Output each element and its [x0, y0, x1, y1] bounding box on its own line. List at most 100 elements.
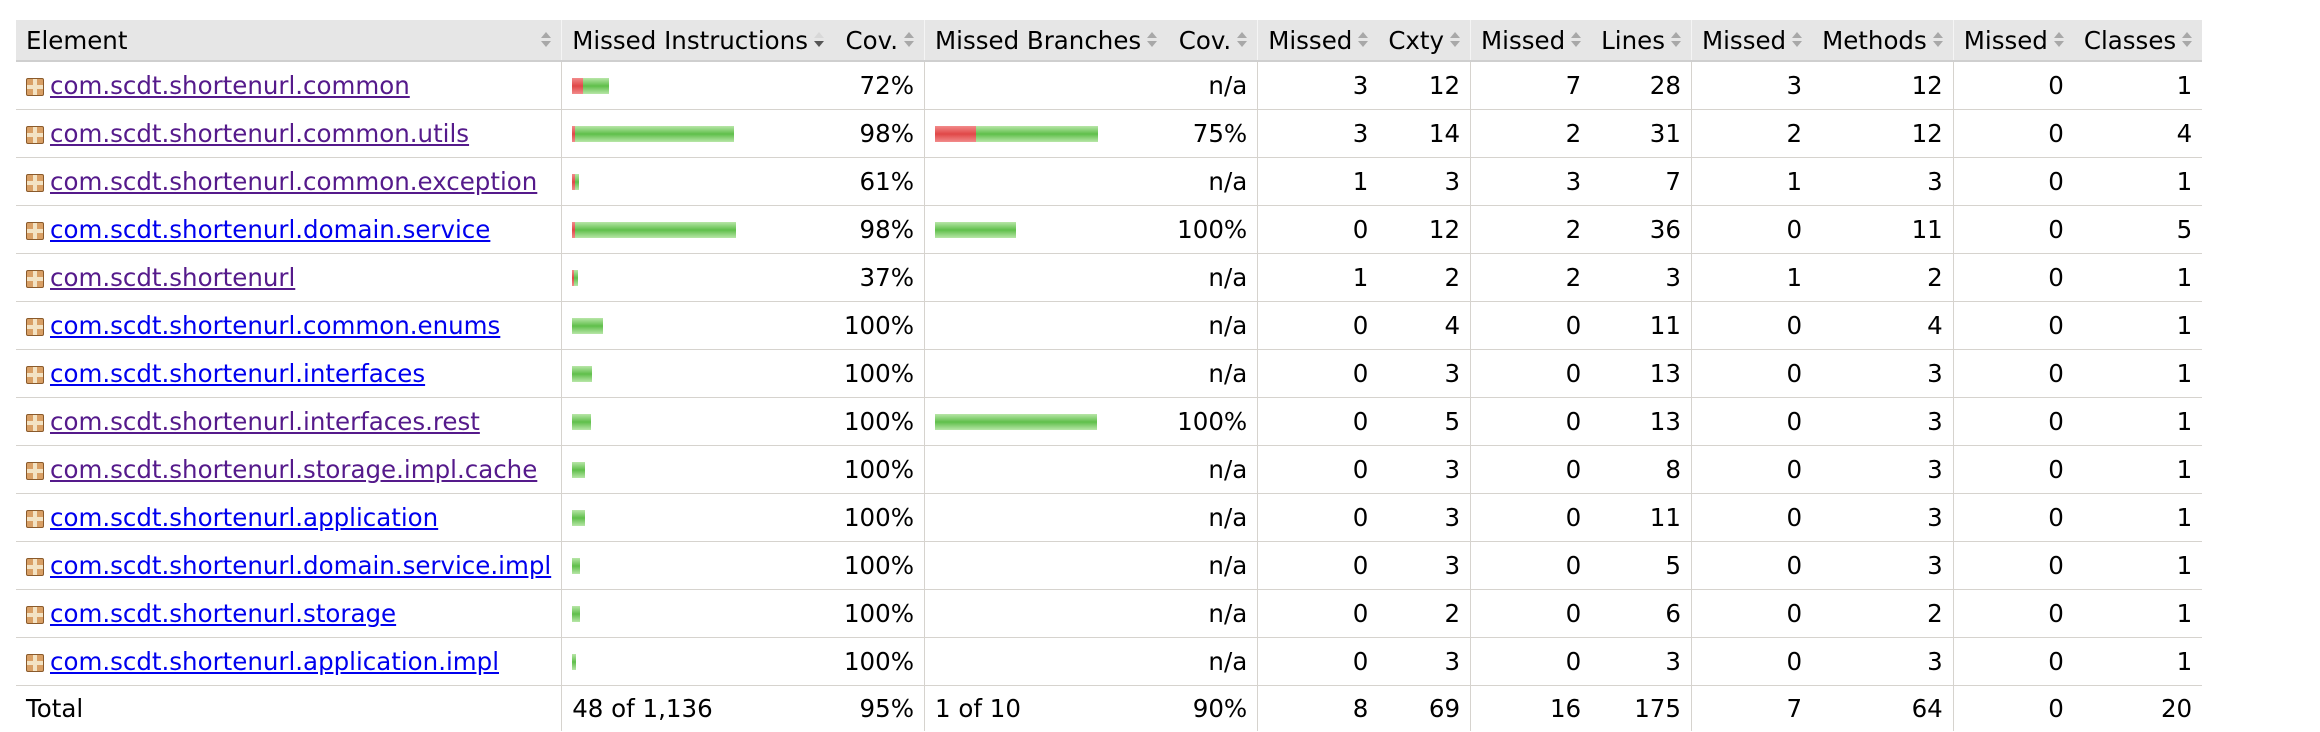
header-element[interactable]: Element — [16, 20, 562, 62]
complexity: 3 — [1378, 157, 1471, 206]
lines: 6 — [1591, 589, 1692, 638]
instructions-bar-cell — [561, 109, 834, 158]
header-missed-branches[interactable]: Missed Branches — [924, 20, 1168, 62]
classes: 1 — [2073, 301, 2203, 350]
package-link[interactable]: com.scdt.shortenurl.interfaces.rest — [50, 407, 480, 436]
header-branches-coverage[interactable]: Cov. — [1167, 20, 1258, 62]
table-row: com.scdt.shortenurl.application 100% n/a 0 3… — [16, 493, 2203, 542]
branches-coverage: 100% — [1167, 205, 1258, 254]
missed-methods: 0 — [1690, 349, 1813, 398]
header-classes[interactable]: Classes — [2073, 20, 2203, 62]
package-icon — [26, 414, 44, 432]
covered-bar-segment — [572, 509, 586, 526]
classes: 4 — [2073, 109, 2203, 158]
package-link[interactable]: com.scdt.shortenurl.common.utils — [50, 119, 470, 148]
header-instructions-coverage[interactable]: Cov. — [833, 20, 925, 62]
missed-complexity: 3 — [1257, 109, 1379, 158]
instructions-coverage: 72% — [833, 61, 925, 110]
missed-complexity: 0 — [1257, 637, 1379, 686]
covered-bar-segment — [935, 221, 1017, 238]
package-link[interactable]: com.scdt.shortenurl.storage.impl.cache — [50, 455, 538, 484]
covered-bar-segment — [572, 653, 577, 670]
missed-bar-segment — [572, 269, 575, 286]
table-footer: Total 48 of 1,136 95% 1 of 10 90% 8 69 1… — [16, 685, 2202, 731]
missed-bar-segment — [935, 125, 977, 142]
package-cell: com.scdt.shortenurl.storage — [16, 589, 562, 638]
lines: 11 — [1591, 301, 1692, 350]
instructions-bar-cell — [561, 301, 834, 350]
package-link[interactable]: com.scdt.shortenurl.application.impl — [50, 647, 500, 676]
table-row: com.scdt.shortenurl.common 72% n/a 3 12 7 28 3 1… — [16, 61, 2203, 110]
table-row: com.scdt.shortenurl.domain.service.impl 1… — [16, 541, 2203, 590]
package-link[interactable]: com.scdt.shortenurl — [50, 263, 296, 292]
sort-icon — [541, 32, 552, 48]
sort-icon — [1358, 32, 1369, 48]
package-link[interactable]: com.scdt.shortenurl.common — [50, 71, 410, 100]
classes: 1 — [2073, 397, 2203, 446]
missed-complexity: 0 — [1257, 349, 1379, 398]
table-row: com.scdt.shortenurl.domain.service 98% 100… — [16, 205, 2203, 254]
covered-bar-segment — [572, 557, 581, 574]
methods: 2 — [1812, 589, 1954, 638]
total-label: Total — [26, 694, 84, 723]
header-missed-methods[interactable]: Missed — [1690, 20, 1813, 62]
instructions-bar-cell — [561, 445, 834, 494]
classes: 1 — [2073, 349, 2203, 398]
missed-complexity: 0 — [1257, 541, 1379, 590]
missed-complexity: 0 — [1257, 445, 1379, 494]
header-missed-lines[interactable]: Missed — [1470, 20, 1592, 62]
instructions-coverage: 98% — [833, 109, 925, 158]
branches-coverage: n/a — [1167, 541, 1258, 590]
package-link[interactable]: com.scdt.shortenurl.application — [50, 503, 439, 532]
table-row: com.scdt.shortenurl.common.utils 98% 75% 3 1… — [16, 109, 2203, 158]
complexity: 3 — [1378, 541, 1471, 590]
instructions-coverage: 100% — [833, 445, 925, 494]
complexity: 3 — [1378, 493, 1471, 542]
package-link[interactable]: com.scdt.shortenurl.common.enums — [50, 311, 501, 340]
missed-classes: 0 — [1952, 397, 2074, 446]
lines: 11 — [1591, 493, 1692, 542]
missed-classes: 0 — [1952, 349, 2074, 398]
total-complexity: 69 — [1428, 694, 1461, 723]
total-row: Total 48 of 1,136 95% 1 of 10 90% 8 69 1… — [16, 685, 2202, 731]
table-row: com.scdt.shortenurl.application.impl 100%… — [16, 637, 2203, 686]
package-link[interactable]: com.scdt.shortenurl.common.exception — [50, 167, 538, 196]
header-missed-instructions[interactable]: Missed Instructions — [561, 20, 834, 62]
instructions-coverage-bar — [572, 653, 824, 670]
branches-coverage: n/a — [1167, 253, 1258, 302]
instructions-coverage-bar — [572, 413, 824, 430]
package-link[interactable]: com.scdt.shortenurl.domain.service — [50, 215, 491, 244]
package-link[interactable]: com.scdt.shortenurl.interfaces — [50, 359, 426, 388]
missed-complexity: 0 — [1257, 589, 1379, 638]
header-missed-complexity[interactable]: Missed — [1257, 20, 1379, 62]
branches-coverage: n/a — [1167, 349, 1258, 398]
covered-bar-segment — [583, 77, 610, 94]
package-link[interactable]: com.scdt.shortenurl.storage — [50, 599, 397, 628]
methods: 3 — [1812, 493, 1954, 542]
header-missed-classes[interactable]: Missed — [1952, 20, 2074, 62]
instructions-coverage: 100% — [833, 589, 925, 638]
package-link[interactable]: com.scdt.shortenurl.domain.service.impl — [50, 551, 552, 580]
missed-bar-segment — [572, 125, 576, 142]
package-icon — [26, 174, 44, 192]
sort-icon — [1792, 32, 1803, 48]
package-cell: com.scdt.shortenurl.interfaces.rest — [16, 397, 562, 446]
methods: 4 — [1812, 301, 1954, 350]
covered-bar-segment — [575, 125, 735, 142]
covered-bar-segment — [575, 173, 580, 190]
header-lines[interactable]: Lines — [1591, 20, 1692, 62]
branches-coverage-bar — [935, 413, 1157, 430]
package-icon — [26, 270, 44, 288]
lines: 8 — [1591, 445, 1692, 494]
instructions-bar-cell — [561, 541, 834, 590]
instructions-bar-cell — [561, 349, 834, 398]
sort-desc-icon — [813, 32, 824, 48]
header-methods[interactable]: Methods — [1812, 20, 1954, 62]
branches-coverage: n/a — [1167, 157, 1258, 206]
branches-coverage: n/a — [1167, 301, 1258, 350]
complexity: 12 — [1378, 205, 1471, 254]
branches-bar-cell — [924, 301, 1168, 350]
missed-lines: 2 — [1470, 109, 1592, 158]
sort-icon — [1571, 32, 1582, 48]
header-complexity[interactable]: Cxty — [1378, 20, 1471, 62]
